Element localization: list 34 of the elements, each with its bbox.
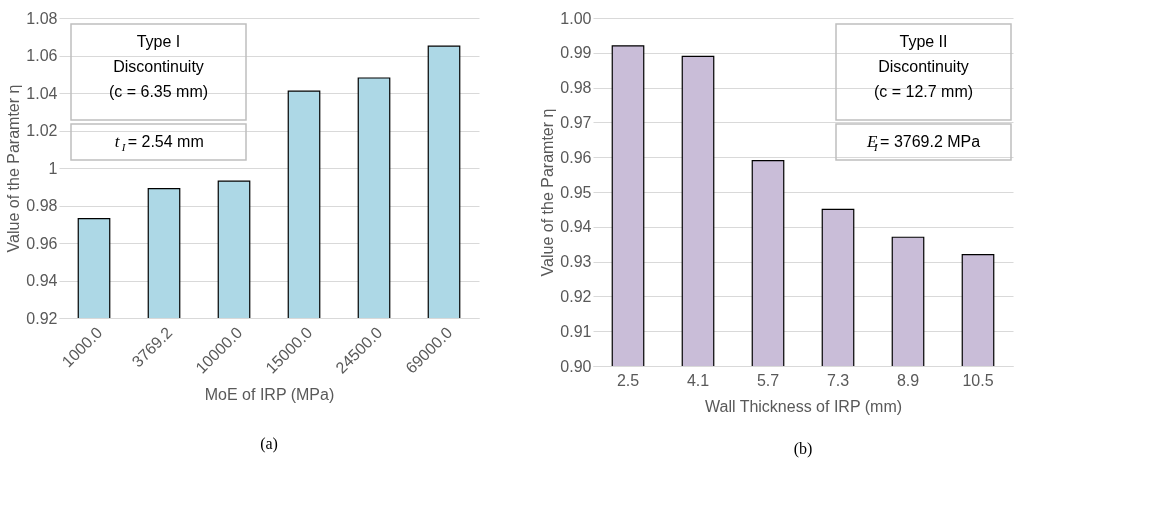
y-tick-label: 1.02 bbox=[26, 122, 58, 139]
y-tick-label: 0.97 bbox=[560, 113, 592, 131]
y-tick-label: 1.06 bbox=[26, 47, 58, 64]
y-tick-label: 0.99 bbox=[560, 44, 592, 62]
y-tick-label: 0.90 bbox=[560, 357, 592, 375]
y-axis-title: Value of the Paramter η bbox=[539, 108, 557, 277]
x-tick-label: 2.5 bbox=[616, 371, 640, 389]
y-tick-label: 1 bbox=[48, 159, 58, 177]
y-tick-label: 0.94 bbox=[26, 272, 58, 289]
x-tick-label: 7.3 bbox=[826, 371, 850, 389]
x-axis-title: Wall Thickness of IRP (mm) bbox=[704, 397, 903, 415]
y-tick-label: 0.92 bbox=[26, 309, 58, 327]
y-tick-label: 1.08 bbox=[26, 9, 58, 27]
x-tick-label: 5.7 bbox=[756, 371, 780, 389]
y-tick-label: 0.98 bbox=[560, 79, 592, 97]
annotation: Type I Discontinuity (c = 6.35 mm) bbox=[108, 33, 209, 100]
y-tick-label: 0.95 bbox=[560, 183, 592, 201]
annotation: Type II Discontinuity (c = 12.7 mm) bbox=[873, 33, 974, 100]
y-tick-label: 1.00 bbox=[560, 9, 592, 27]
y-tick-label: 0.91 bbox=[560, 322, 592, 340]
text: (b) bbox=[793, 440, 813, 458]
y-axis-title: Value of the Paramter η bbox=[5, 84, 23, 253]
y-tick-label: 0.93 bbox=[560, 253, 592, 271]
y-tick-label: 0.96 bbox=[560, 148, 592, 166]
x-axis-title: MoE of IRP (MPa) bbox=[204, 385, 335, 403]
y-tick-label: 1.04 bbox=[26, 84, 58, 102]
y-tick-label: 0.98 bbox=[26, 197, 58, 214]
y-tick-label: 0.96 bbox=[26, 234, 58, 252]
x-tick-label: 8.9 bbox=[896, 371, 920, 389]
y-tick-label: 0.92 bbox=[560, 287, 592, 305]
x-tick-label: 4.1 bbox=[686, 371, 710, 389]
text: (a) bbox=[260, 435, 278, 453]
y-tick-label: 0.94 bbox=[560, 218, 592, 236]
x-tick-label: 10.5 bbox=[962, 371, 994, 389]
